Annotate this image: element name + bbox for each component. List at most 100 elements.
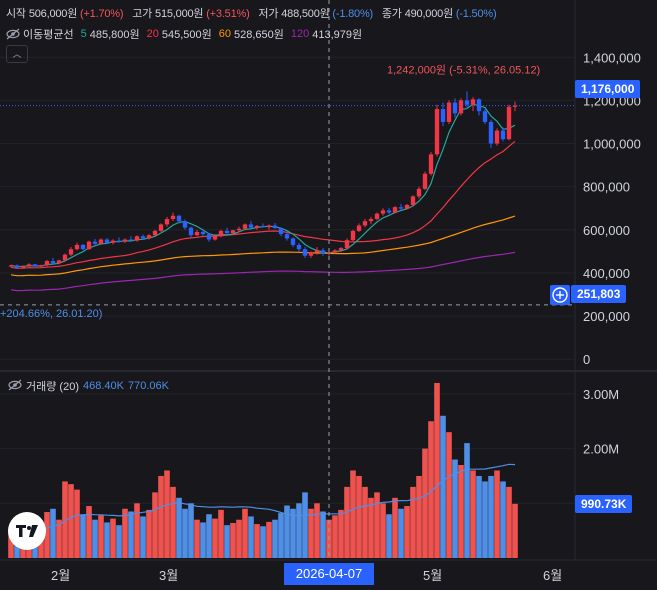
time-tick-label: 6월 [543, 568, 562, 583]
open-value: 506,000원 [28, 8, 78, 20]
volume-bar [338, 509, 344, 558]
candle-body [392, 207, 398, 213]
volume-bar [506, 486, 512, 558]
price-tick-label: 400,000 [583, 266, 630, 281]
time-tick-label: 2월 [51, 568, 70, 583]
volume-bar [320, 511, 326, 558]
volume-bar [296, 503, 302, 558]
candle-body [320, 250, 326, 254]
price-tick-label: 0 [583, 352, 590, 367]
candle-body [74, 244, 80, 250]
candle-body [188, 227, 194, 236]
candle-body [146, 235, 152, 239]
candle-body [260, 225, 266, 228]
volume-bar [440, 415, 446, 558]
volume-bar [86, 506, 92, 558]
candle-body [134, 236, 140, 241]
candle-body [482, 111, 488, 122]
candle-body [116, 240, 122, 242]
volume-bar [50, 508, 56, 558]
volume-ma-line [10, 463, 516, 533]
volume-bar [248, 516, 254, 558]
volume-bar [98, 515, 104, 558]
volume-bar [176, 497, 182, 558]
crosshair-price-tag: 251,803 [571, 285, 627, 303]
low-value: 488,500원 [281, 8, 330, 20]
volume-bar [446, 432, 452, 558]
candle-body [68, 249, 74, 255]
candle-body [458, 100, 464, 114]
candle-body [374, 213, 380, 220]
candle-body [464, 100, 470, 105]
volume-bar [500, 481, 506, 558]
volume-bar [164, 470, 170, 558]
volume-bar [290, 508, 296, 558]
candle-body [506, 106, 512, 140]
candle-body [410, 196, 416, 205]
volume-bar [482, 481, 488, 558]
candle-body [386, 210, 392, 213]
volume-bar [356, 475, 362, 558]
time-tick-label: 5월 [423, 568, 442, 583]
high-label: 고가 [132, 8, 153, 20]
candle-body [20, 266, 26, 268]
add-alert-plus-icon[interactable] [550, 285, 570, 305]
volume-bar [8, 531, 14, 558]
volume-bar [494, 470, 500, 558]
collapse-legend-chevron-icon[interactable]: ︿ [6, 45, 28, 63]
low-annotation: +204.66%, 26.01.20) [0, 308, 102, 320]
ma120-line [10, 251, 516, 292]
candle-body [164, 219, 170, 225]
tradingview-logo-icon[interactable] [8, 512, 46, 550]
ma5-value: 485,800원 [89, 29, 140, 41]
volume-bar [476, 475, 482, 558]
volume-bar [230, 522, 236, 558]
candle-body [344, 240, 350, 249]
visibility-eye-icon[interactable] [6, 28, 20, 40]
volume-bar [374, 492, 380, 558]
volume-bar [362, 486, 368, 558]
candle-body [380, 210, 386, 214]
candle-body [110, 240, 116, 243]
volume-value-2: 770.06K [127, 380, 169, 392]
candle-body [242, 224, 248, 229]
ma60-line [10, 215, 516, 277]
candle-body [470, 99, 476, 105]
price-tick-label: 1,000,000 [583, 137, 641, 152]
candle-body [314, 250, 320, 253]
volume-bar [236, 519, 242, 558]
volume-bar [314, 503, 320, 558]
candle-body [140, 236, 146, 239]
candle-body [452, 102, 458, 114]
crosshair: 1,242,000원 (-5.31%, 26.05.12) +204.66%, 2… [0, 0, 575, 560]
volume-bar [272, 519, 278, 558]
candle-body [32, 264, 38, 267]
ma120-value: 413,979원 [312, 29, 363, 41]
volume-tick-label: 2.00M [583, 442, 619, 457]
volume-bar [104, 522, 110, 558]
candle-body [446, 102, 452, 122]
volume-eye-icon[interactable] [8, 379, 22, 394]
candle-body [302, 249, 308, 256]
candlestick-series [8, 91, 518, 269]
candle-body [296, 244, 302, 250]
volume-bar [200, 522, 206, 558]
volume-bar [458, 465, 464, 558]
volume-bar [488, 475, 494, 558]
volume-bar [512, 503, 518, 558]
price-tick-label: 800,000 [583, 180, 630, 195]
candle-body [332, 250, 338, 253]
candle-body [170, 215, 176, 220]
current-volume-tag: 990.73K [575, 495, 633, 513]
volume-bar [392, 497, 398, 558]
candle-body [200, 231, 206, 235]
volume-bar [332, 515, 338, 558]
candle-body [122, 239, 128, 242]
candle-body [434, 109, 440, 155]
volume-bar [122, 508, 128, 558]
volume-bar [68, 484, 74, 558]
candle-body [62, 254, 68, 261]
volume-bar [92, 519, 98, 558]
price-axis[interactable]: 0 200,000 400,000 600,000 800,000 1,000,000 1,… [583, 50, 641, 511]
